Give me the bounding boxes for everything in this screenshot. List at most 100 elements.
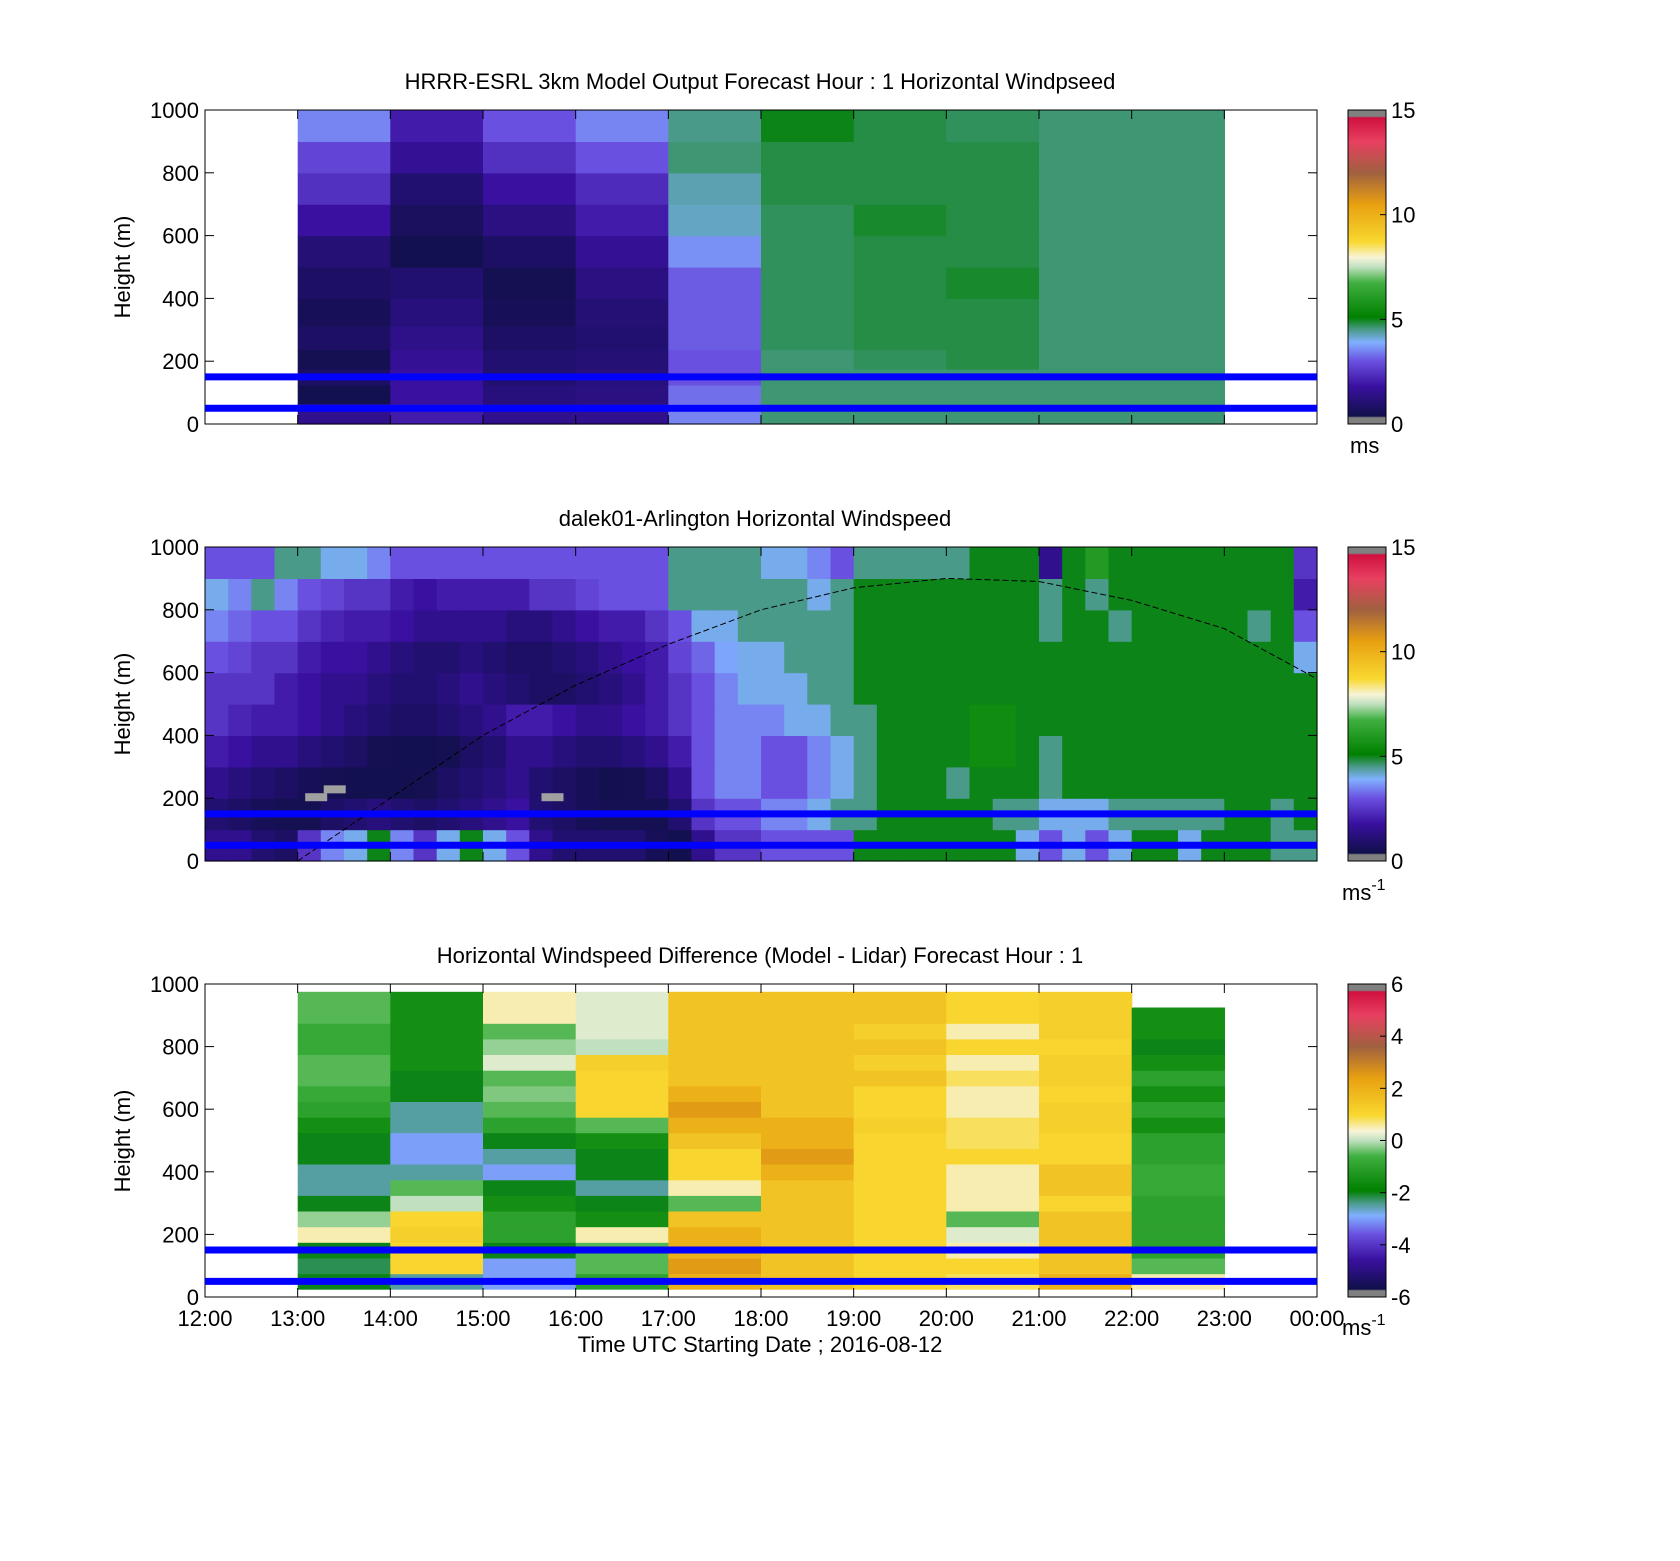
x-tick-label: 20:00 bbox=[919, 1306, 974, 1331]
heatmap-cell bbox=[1154, 578, 1179, 611]
heatmap-cell bbox=[1224, 704, 1249, 736]
heatmap-cell bbox=[761, 110, 855, 142]
heatmap-cell bbox=[668, 1257, 762, 1275]
colorbar-ticks: -6 -4 -2 0 2 4 6 bbox=[1380, 972, 1411, 1310]
heatmap-cell bbox=[205, 672, 229, 705]
heatmap-cell bbox=[205, 641, 229, 674]
x-axis bbox=[204, 547, 1318, 861]
heatmap-cell bbox=[1062, 609, 1086, 642]
heatmap-cell bbox=[297, 1226, 391, 1243]
heatmap-cell bbox=[761, 578, 785, 611]
heatmap-cell bbox=[807, 641, 832, 674]
y-tick-label: 600 bbox=[162, 224, 199, 249]
heatmap-cell bbox=[830, 547, 855, 579]
heatmap-cell bbox=[830, 578, 855, 611]
heatmap-cell bbox=[228, 766, 252, 799]
heatmap-cell bbox=[205, 735, 229, 768]
colorbar: 0 5 10 15 ms-1 bbox=[1342, 535, 1415, 905]
heatmap-cell bbox=[390, 1148, 484, 1165]
heatmap-cell bbox=[483, 641, 507, 674]
heatmap-cell bbox=[668, 1070, 762, 1087]
heatmap-cell bbox=[1131, 267, 1225, 299]
heatmap-cell bbox=[552, 641, 577, 674]
heatmap-cell bbox=[390, 1007, 484, 1024]
colorbar-unit: ms bbox=[1350, 433, 1379, 458]
heatmap-cell bbox=[1178, 704, 1202, 736]
heatmap-cell bbox=[992, 766, 1017, 799]
heatmap-cell bbox=[297, 1117, 391, 1134]
heatmap-cell bbox=[1039, 1226, 1133, 1243]
heatmap-cell bbox=[575, 1148, 669, 1165]
heatmap-cell bbox=[761, 1085, 855, 1102]
heatmap-cell bbox=[1131, 1257, 1225, 1275]
heatmap-cell bbox=[274, 641, 299, 674]
heatmap-cell bbox=[946, 1007, 1040, 1024]
heatmap-cell bbox=[1131, 1038, 1225, 1055]
heatmap-cell bbox=[297, 641, 322, 674]
heatmap-cell bbox=[529, 547, 554, 579]
heatmap-cell bbox=[575, 1038, 669, 1055]
heatmap-cell bbox=[297, 578, 322, 611]
heatmap-cell bbox=[923, 766, 947, 799]
heatmap-cell bbox=[1039, 704, 1063, 736]
heatmap-cell bbox=[483, 1054, 577, 1071]
heatmap-cell bbox=[900, 735, 924, 768]
heatmap-cell bbox=[853, 1164, 947, 1181]
heatmap-cell bbox=[459, 578, 484, 611]
heatmap-cell bbox=[1178, 609, 1202, 642]
heatmap-cell bbox=[390, 1117, 484, 1134]
heatmap-cell bbox=[1039, 1210, 1133, 1228]
heatmap-cell bbox=[436, 766, 461, 799]
heatmap-cell bbox=[830, 704, 855, 736]
heatmap-cell bbox=[969, 547, 994, 579]
heatmap-cell bbox=[668, 1085, 762, 1102]
heatmap-cell bbox=[668, 1148, 762, 1165]
heatmap-cell bbox=[1085, 766, 1110, 799]
heatmap-cell bbox=[946, 641, 971, 674]
heatmap-cell bbox=[575, 1132, 669, 1149]
heatmap-cell bbox=[645, 672, 669, 705]
heatmap-cell bbox=[946, 1179, 1040, 1196]
heatmap-cell bbox=[1178, 735, 1202, 768]
heatmap-cell bbox=[1039, 235, 1133, 268]
heatmap-cell bbox=[853, 1007, 947, 1024]
heatmap-cell bbox=[946, 1226, 1040, 1243]
heatmap-cell bbox=[853, 991, 947, 1008]
heatmap-cell bbox=[506, 766, 530, 799]
y-tick-label: 600 bbox=[162, 1097, 199, 1122]
heatmap-cell bbox=[390, 1164, 484, 1181]
heatmap-cell bbox=[1039, 349, 1133, 370]
heatmap-cell bbox=[413, 641, 438, 674]
heatmap-cell bbox=[1201, 704, 1225, 736]
heatmap-cell bbox=[1039, 641, 1063, 674]
heatmap-cell bbox=[876, 735, 901, 768]
heatmap-cell bbox=[367, 547, 391, 579]
heatmap-cell bbox=[668, 1226, 762, 1243]
heatmap-cell bbox=[344, 609, 368, 642]
colorbar-unit-exponent: -1 bbox=[1371, 1312, 1385, 1329]
heatmap-cell bbox=[297, 1164, 391, 1181]
heatmap-cell bbox=[483, 141, 577, 174]
heatmap-cell bbox=[1131, 1054, 1225, 1071]
heatmap-cell bbox=[297, 267, 391, 299]
heatmap-cell bbox=[483, 1070, 577, 1087]
heatmap-cell bbox=[598, 609, 623, 642]
heatmap-cell bbox=[228, 735, 252, 768]
heatmap-cell bbox=[344, 735, 368, 768]
lidar-windspeed-panel: dalek01-Arlington Horizontal Windspeed 0… bbox=[110, 506, 1415, 905]
heatmap-cell bbox=[575, 1257, 669, 1275]
heatmap-cell bbox=[1201, 609, 1225, 642]
heatmap-cell bbox=[297, 1085, 391, 1102]
heatmap-cell bbox=[1293, 766, 1318, 799]
heatmap-cell bbox=[390, 1226, 484, 1243]
heatmap-cell bbox=[483, 172, 577, 205]
x-tick-label: 15:00 bbox=[455, 1306, 510, 1331]
heatmap-cell bbox=[483, 1226, 577, 1243]
y-tick-label: 1000 bbox=[150, 972, 199, 997]
heatmap-cell bbox=[297, 547, 322, 579]
panel-title: Horizontal Windspeed Difference (Model -… bbox=[437, 943, 1083, 968]
heatmap-cell bbox=[575, 384, 669, 405]
heatmap-cell bbox=[575, 1054, 669, 1071]
heatmap-cell bbox=[1131, 1195, 1225, 1212]
